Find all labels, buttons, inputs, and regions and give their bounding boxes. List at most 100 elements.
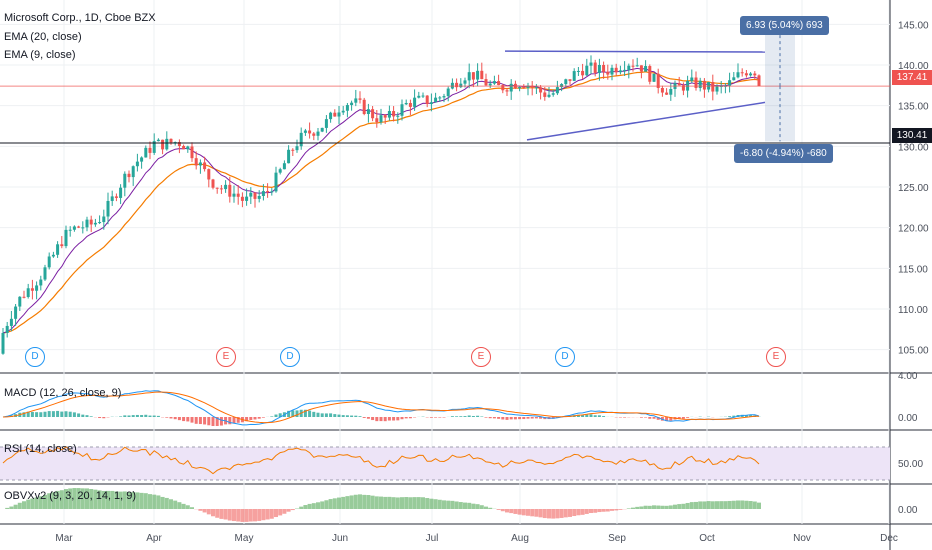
obv-area-bar [110, 490, 115, 509]
obv-label[interactable]: OBVXv2 (9, 3, 20, 14, 1, 9) [4, 490, 137, 502]
obv-area-bar [715, 501, 719, 509]
candle-body [303, 130, 307, 133]
candle-body [119, 187, 123, 198]
price-tick-label: 130.00 [898, 142, 929, 153]
obv-area-bar [131, 492, 136, 509]
obv-area-bar [244, 509, 249, 522]
candle-body [526, 85, 530, 88]
candle-body [198, 162, 202, 166]
macd-histogram-bar [308, 410, 312, 417]
macd-histogram-bar [232, 417, 236, 424]
obv-area-bar [328, 499, 333, 509]
obv-area-bar [752, 501, 757, 509]
obv-area-bar [59, 490, 64, 509]
obv-area-bar [547, 509, 551, 519]
macd-histogram-bar [215, 417, 219, 427]
obv-area-bar [261, 509, 266, 521]
candle-body [35, 285, 39, 291]
macd-histogram-bar [358, 416, 362, 417]
obv-area-bar [559, 509, 564, 518]
candle-body [665, 92, 669, 95]
rsi-band [0, 447, 890, 480]
obv-area-bar [148, 494, 152, 509]
ema9-label[interactable]: EMA (9, close) [4, 49, 76, 61]
macd-histogram-bar [387, 417, 391, 421]
obv-area-bar [97, 490, 102, 509]
trendline-bottom[interactable] [526, 101, 766, 141]
macd-histogram-bar [291, 410, 295, 417]
obv-area-bar [299, 506, 304, 509]
macd-label[interactable]: MACD (12, 26, close, 9) [4, 387, 122, 399]
event-marker[interactable]: E [216, 347, 236, 367]
candle-body [123, 173, 127, 188]
event-marker[interactable]: E [471, 347, 491, 367]
macd-histogram-bar [434, 417, 438, 418]
obv-area-bar [269, 509, 274, 519]
obv-area-bar [55, 490, 60, 509]
macd-histogram-bar [341, 415, 345, 417]
macd-histogram-bar [669, 417, 673, 421]
obv-area-bar [93, 489, 98, 509]
time-tick-label: Oct [699, 533, 715, 544]
event-marker[interactable]: D [25, 347, 45, 367]
obv-area-bar [534, 509, 539, 517]
obv-area-bar [198, 509, 203, 511]
candle-body [81, 227, 85, 229]
candle-body [576, 70, 580, 72]
candle-body [455, 82, 459, 88]
obv-area-bar [698, 501, 703, 509]
rsi-label[interactable]: RSI (14, close) [4, 443, 77, 455]
candle-body [127, 173, 131, 178]
macd-histogram-bar [585, 414, 589, 417]
obv-area-bar [9, 506, 14, 509]
candle-body [614, 67, 618, 73]
candle-body [85, 219, 89, 228]
obv-area-bar [282, 509, 287, 514]
obv-area-bar [706, 501, 711, 509]
candle-body [623, 69, 627, 71]
measure-up-box[interactable]: 6.93 (5.04%) 693 [740, 16, 829, 35]
event-marker[interactable]: D [555, 347, 575, 367]
candle-body [161, 139, 165, 150]
obv-area-bar [72, 488, 77, 509]
obv-area-bar [740, 500, 745, 509]
measure-down-area[interactable] [765, 86, 795, 142]
event-marker[interactable]: D [280, 347, 300, 367]
candle-body [757, 75, 761, 87]
candle-body [631, 65, 635, 67]
macd-histogram-bar [148, 415, 152, 417]
obv-area-bar [219, 509, 224, 519]
obv-area-bar [362, 494, 367, 509]
obv-area-bar [568, 509, 572, 517]
obv-area-bar [572, 509, 577, 517]
macd-histogram-bar [329, 413, 333, 417]
candle-body [467, 72, 471, 81]
obv-area-bar [551, 509, 556, 519]
candle-body [400, 104, 404, 116]
candle-body [299, 132, 303, 147]
candle-body [51, 254, 55, 257]
obv-area-bar [685, 502, 690, 509]
macd-histogram-bar [576, 414, 580, 417]
obv-area-bar [450, 500, 455, 509]
macd-histogram-bar [476, 415, 480, 417]
candle-body [715, 86, 719, 92]
candle-body [421, 95, 425, 97]
event-marker[interactable]: E [766, 347, 786, 367]
macd-histogram-bar [85, 415, 89, 417]
ema20-label[interactable]: EMA (20, close) [4, 31, 82, 43]
measure-up-area[interactable] [765, 29, 795, 87]
measure-down-box[interactable]: -6.80 (-4.94%) -680 [734, 144, 833, 163]
obv-area-bar [727, 500, 732, 509]
obv-area-bar [719, 501, 724, 509]
candle-body [392, 111, 396, 117]
macd-histogram-bar [131, 415, 135, 417]
candle-body [593, 62, 597, 73]
macd-histogram-bar [597, 415, 601, 417]
candle-body [60, 244, 64, 247]
trendline-top[interactable] [504, 50, 766, 53]
candle-body [387, 111, 391, 118]
macd-histogram-bar [177, 417, 181, 421]
macd-histogram-bar [47, 411, 51, 417]
